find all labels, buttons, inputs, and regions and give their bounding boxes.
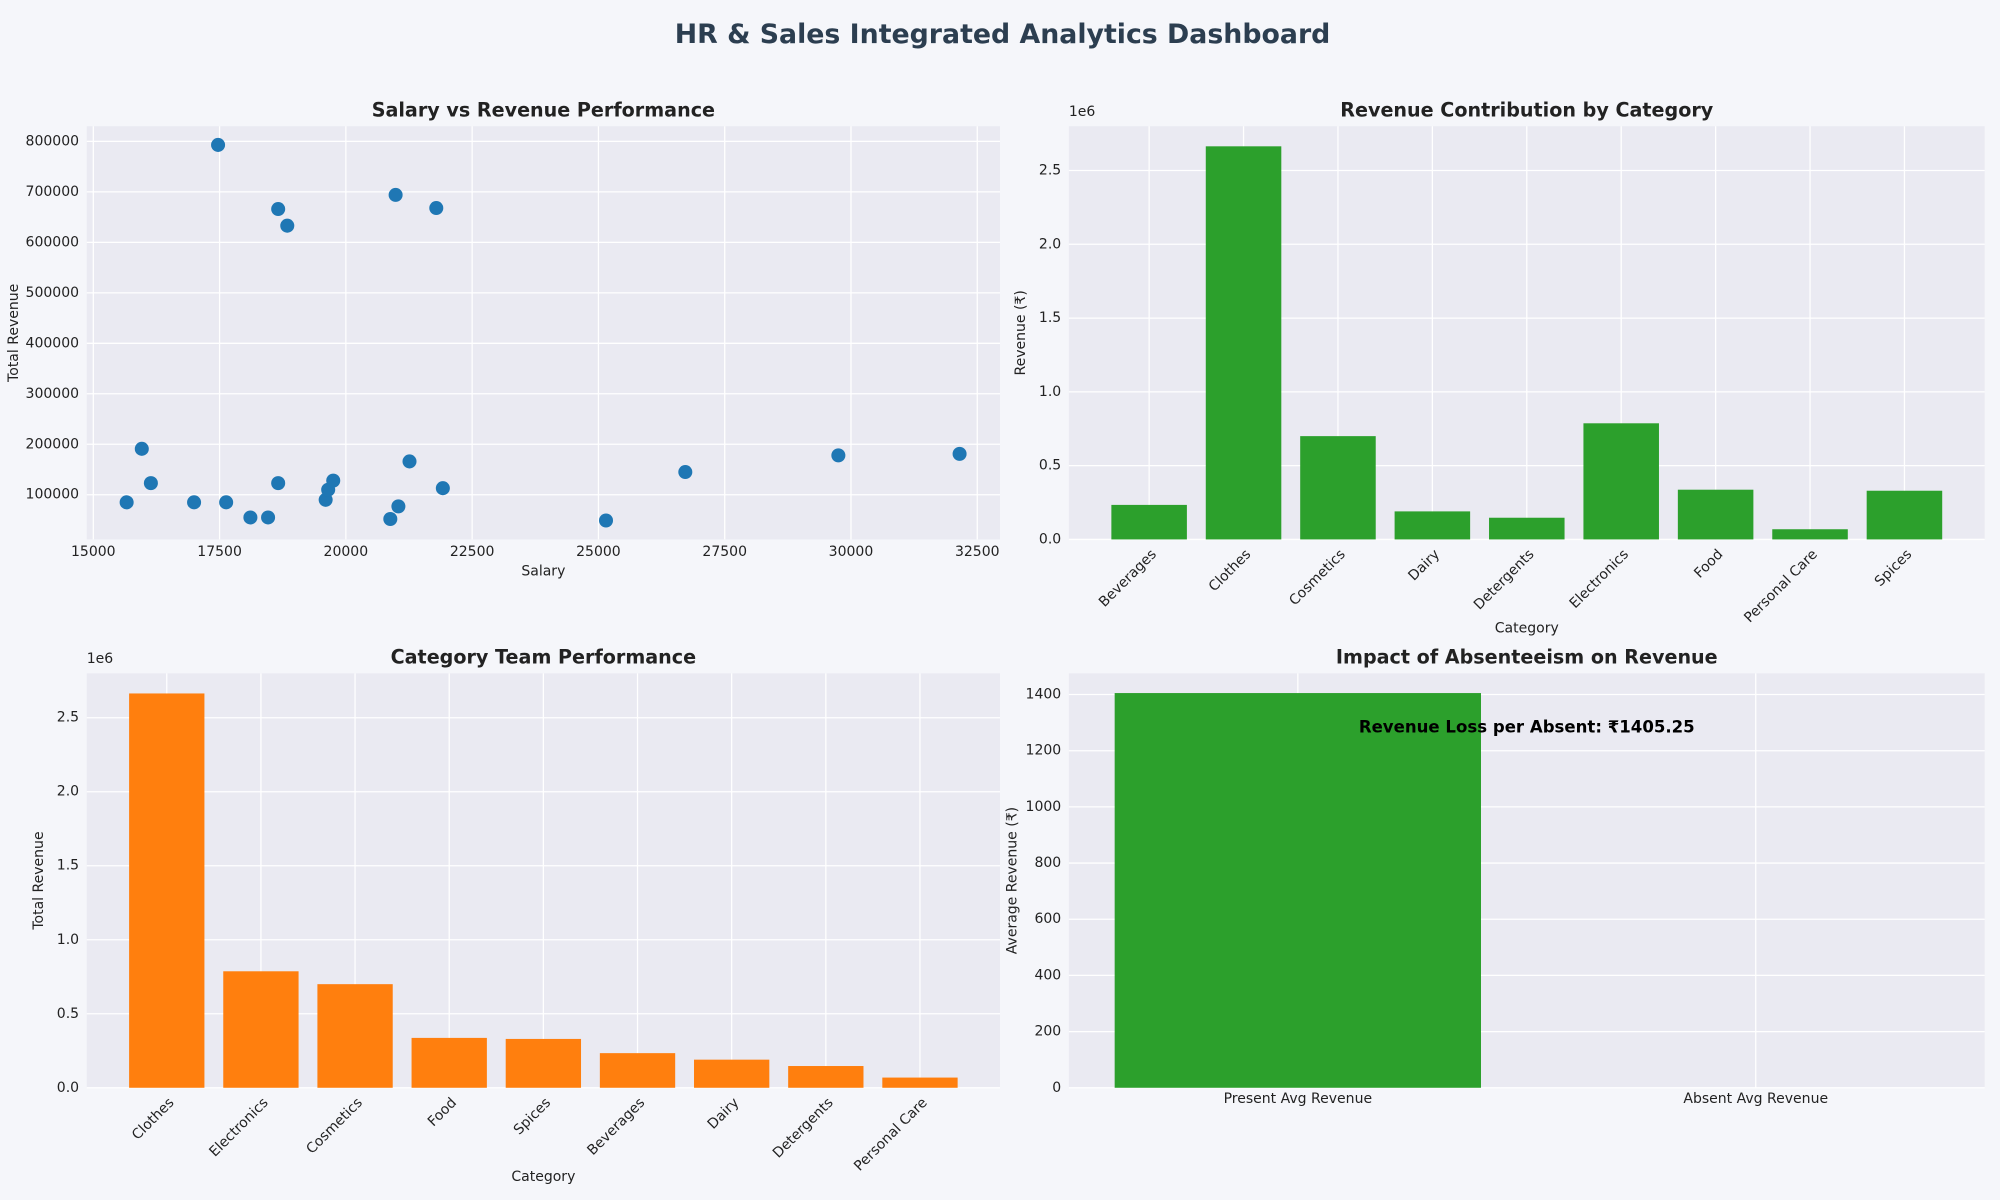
y-tick-label: 1.0	[57, 932, 79, 948]
y-tick-label: 200000	[26, 436, 80, 452]
scatter-point	[402, 454, 417, 469]
bar	[505, 1038, 582, 1088]
scatter-point	[391, 499, 406, 514]
bar	[788, 1066, 864, 1088]
bar	[1489, 517, 1565, 540]
y-tick-label: 0.0	[1039, 531, 1061, 547]
x-tick-label: 20000	[324, 544, 369, 560]
y-tick-label: 200	[1034, 1024, 1061, 1040]
bar	[1583, 423, 1659, 540]
scatter-point	[435, 481, 450, 496]
scatter-point	[243, 510, 258, 525]
y-axis-label: Total Revenue	[6, 284, 22, 383]
y-tick-label: 600	[1034, 911, 1061, 927]
scatter-point	[134, 441, 149, 456]
y-tick-label: 0.0	[57, 1080, 79, 1096]
x-tick-label: 27500	[702, 544, 747, 560]
y-tick-label: 600000	[26, 234, 80, 250]
y-tick-label: 0	[1052, 1080, 1061, 1096]
x-tick-label: 30000	[829, 544, 874, 560]
offset-label: 1e6	[1069, 104, 1096, 120]
scatter-point	[271, 202, 286, 217]
y-tick-label: 1.5	[57, 858, 79, 874]
y-tick-label: 0.5	[1039, 458, 1061, 474]
scatter-point	[271, 476, 286, 491]
bar	[223, 971, 299, 1088]
y-axis-label: Revenue (₹)	[1013, 290, 1029, 375]
annotation: Revenue Loss per Absent: ₹1405.25	[1359, 718, 1695, 737]
y-tick-label: 300000	[26, 386, 80, 402]
bar	[129, 693, 205, 1088]
y-tick-label: 100000	[26, 487, 80, 503]
scatter-point	[952, 446, 967, 461]
x-tick-label: 17500	[197, 544, 242, 560]
scatter-point	[187, 495, 202, 510]
y-tick-label: 2.5	[1039, 163, 1061, 179]
scatter-point	[831, 448, 846, 463]
dashboard-title: HR & Sales Integrated Analytics Dashboar…	[675, 19, 1331, 50]
x-tick-label: Present Avg Revenue	[1224, 1091, 1373, 1107]
y-tick-label: 1.0	[1039, 384, 1061, 400]
x-axis-label: Salary	[521, 563, 565, 579]
y-tick-label: 1.5	[1039, 310, 1061, 326]
scatter-point	[598, 513, 614, 528]
chart-title: Salary vs Revenue Performance	[372, 98, 715, 121]
scatter-point	[143, 476, 158, 491]
scatter-point	[280, 218, 295, 233]
bar	[1677, 489, 1754, 540]
bar	[1111, 504, 1187, 540]
x-tick-label: 32500	[955, 544, 1000, 560]
y-tick-label: 400	[1034, 967, 1061, 983]
y-tick-label: 700000	[26, 184, 80, 200]
scatter-point	[261, 510, 276, 525]
plot-area	[86, 126, 1001, 540]
bar	[317, 984, 393, 1088]
chart-title: Impact of Absenteeism on Revenue	[1336, 646, 1718, 669]
x-axis-label: Category	[1495, 621, 1559, 637]
scatter-point	[429, 201, 444, 216]
scatter-point	[383, 511, 398, 526]
x-tick-label: Absent Avg Revenue	[1683, 1091, 1828, 1107]
scatter-point	[119, 495, 134, 510]
y-axis-label: Total Revenue	[31, 831, 47, 930]
bar	[1866, 490, 1943, 540]
bar	[599, 1053, 676, 1088]
bar	[1394, 511, 1471, 540]
bar	[411, 1037, 487, 1088]
y-tick-label: 1000	[1026, 799, 1062, 815]
y-tick-label: 800000	[26, 133, 80, 149]
y-tick-label: 400000	[26, 335, 80, 351]
y-tick-label: 1200	[1026, 743, 1062, 759]
y-tick-label: 2.5	[57, 710, 79, 726]
y-tick-label: 500000	[26, 285, 80, 301]
y-tick-label: 0.5	[57, 1006, 79, 1022]
bar	[1114, 693, 1481, 1088]
scatter-point	[211, 137, 226, 152]
y-axis-label: Average Revenue (₹)	[1005, 807, 1021, 954]
scatter-point	[388, 187, 403, 202]
x-tick-label: 25000	[576, 544, 621, 560]
y-tick-label: 2.0	[1039, 236, 1061, 252]
y-tick-label: 2.0	[57, 784, 79, 800]
chart-title: Category Team Performance	[391, 646, 697, 669]
bar	[1772, 529, 1848, 540]
bar	[1300, 436, 1376, 540]
chart-title: Revenue Contribution by Category	[1340, 98, 1714, 121]
scatter-point	[326, 473, 341, 488]
y-tick-label: 1400	[1026, 687, 1062, 703]
scatter-point	[219, 495, 234, 510]
y-tick-label: 800	[1034, 855, 1061, 871]
scatter-point	[678, 465, 693, 480]
offset-label: 1e6	[87, 651, 114, 667]
bar	[882, 1077, 958, 1088]
bar	[1205, 146, 1282, 540]
bar	[694, 1059, 770, 1088]
x-tick-label: 22500	[450, 544, 495, 560]
x-tick-label: 15000	[71, 544, 116, 560]
x-axis-label: Category	[511, 1169, 575, 1185]
